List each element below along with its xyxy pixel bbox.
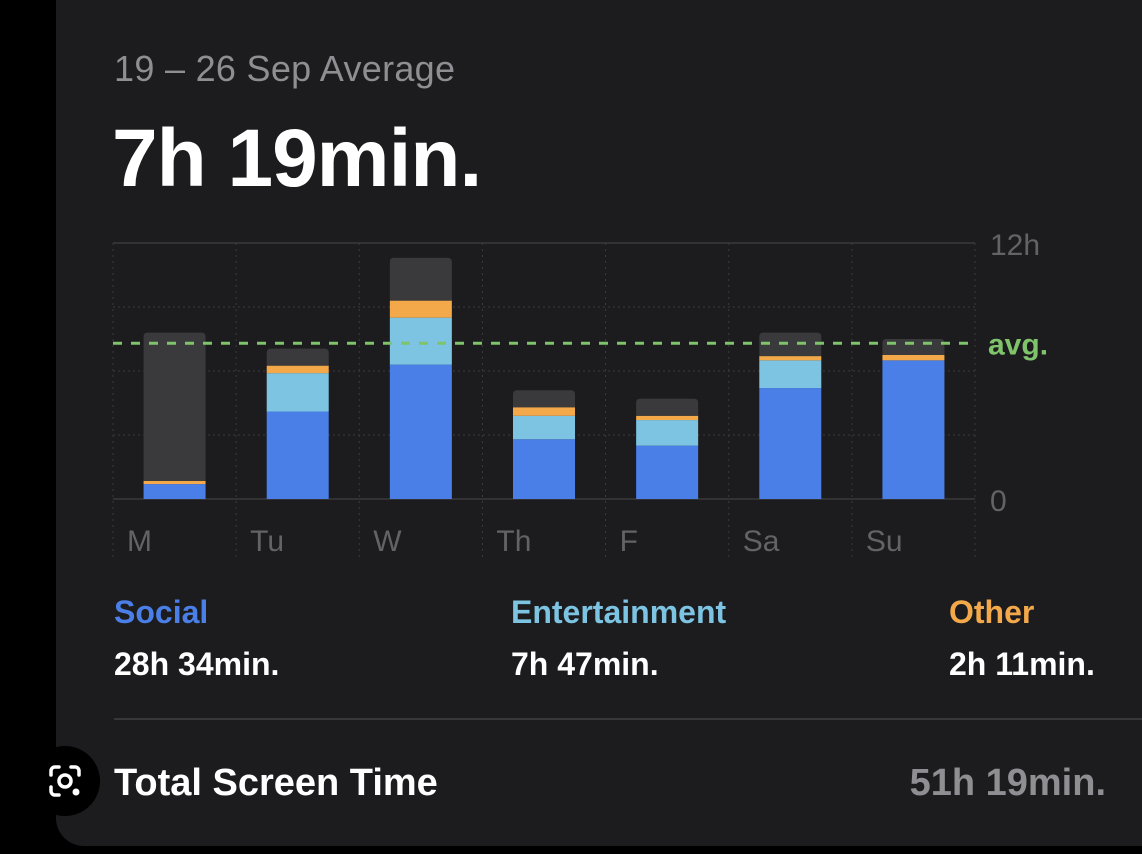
- bar-segment: [389, 300, 452, 318]
- lens-icon: [49, 765, 81, 797]
- legend-label-entertainment: Entertainment: [511, 594, 727, 630]
- total-screen-time-value: 51h 19min.: [909, 762, 1106, 804]
- x-tick-label: M: [127, 525, 152, 558]
- bar-segment: [266, 373, 329, 412]
- period-label: 19 – 26 Sep Average: [114, 48, 456, 89]
- divider: [114, 718, 1142, 720]
- legend-label-other: Other: [949, 594, 1035, 630]
- bar-segment: [143, 484, 206, 499]
- bar-segment: [759, 360, 822, 389]
- bar-segment: [389, 257, 452, 301]
- screen-time-card[interactable]: [56, 0, 1142, 846]
- x-tick-label: W: [373, 525, 402, 558]
- legend-value-other: 2h 11min.: [949, 646, 1095, 682]
- bar-segment: [636, 415, 699, 421]
- bar-segment: [759, 388, 822, 499]
- x-tick-label: Tu: [250, 525, 284, 558]
- legend-value-entertainment: 7h 47min.: [511, 646, 659, 682]
- legend-label-social: Social: [114, 594, 209, 630]
- bar-segment: [882, 360, 945, 499]
- average-time: 7h 19min.: [112, 113, 482, 204]
- bar-segment: [266, 411, 329, 499]
- legend-value-social: 28h 34min.: [114, 646, 280, 682]
- bar-segment: [513, 439, 575, 499]
- bar-segment: [266, 348, 329, 366]
- bar-segment: [759, 356, 822, 361]
- x-tick-label: Su: [866, 525, 903, 558]
- bar-segment: [143, 332, 206, 481]
- average-label: avg.: [988, 328, 1048, 361]
- x-tick-label: Sa: [743, 525, 780, 558]
- bar-segment: [759, 332, 822, 357]
- bar-segment: [513, 390, 575, 408]
- usage-bar-chart: M Tu W Th F Sa Su avg. 12h 0: [112, 229, 1048, 560]
- bar-segment: [513, 415, 575, 440]
- bar-segment: [636, 445, 699, 499]
- bar-segment: [513, 407, 575, 416]
- x-tick-label: Th: [496, 525, 531, 558]
- bar-segment: [636, 420, 699, 446]
- x-tick-label: F: [620, 525, 638, 558]
- bar-segment: [389, 317, 452, 365]
- bar-segment: [266, 365, 329, 374]
- bar-segment: [882, 355, 945, 361]
- total-screen-time-label[interactable]: Total Screen Time: [114, 762, 438, 804]
- lens-button[interactable]: [30, 746, 100, 816]
- bar-segment: [882, 339, 945, 355]
- bar-segment: [389, 364, 452, 499]
- y-tick-label: 12h: [990, 229, 1040, 262]
- y-tick-label: 0: [990, 485, 1007, 518]
- bar-segment: [636, 398, 699, 416]
- bar-segment: [143, 480, 206, 485]
